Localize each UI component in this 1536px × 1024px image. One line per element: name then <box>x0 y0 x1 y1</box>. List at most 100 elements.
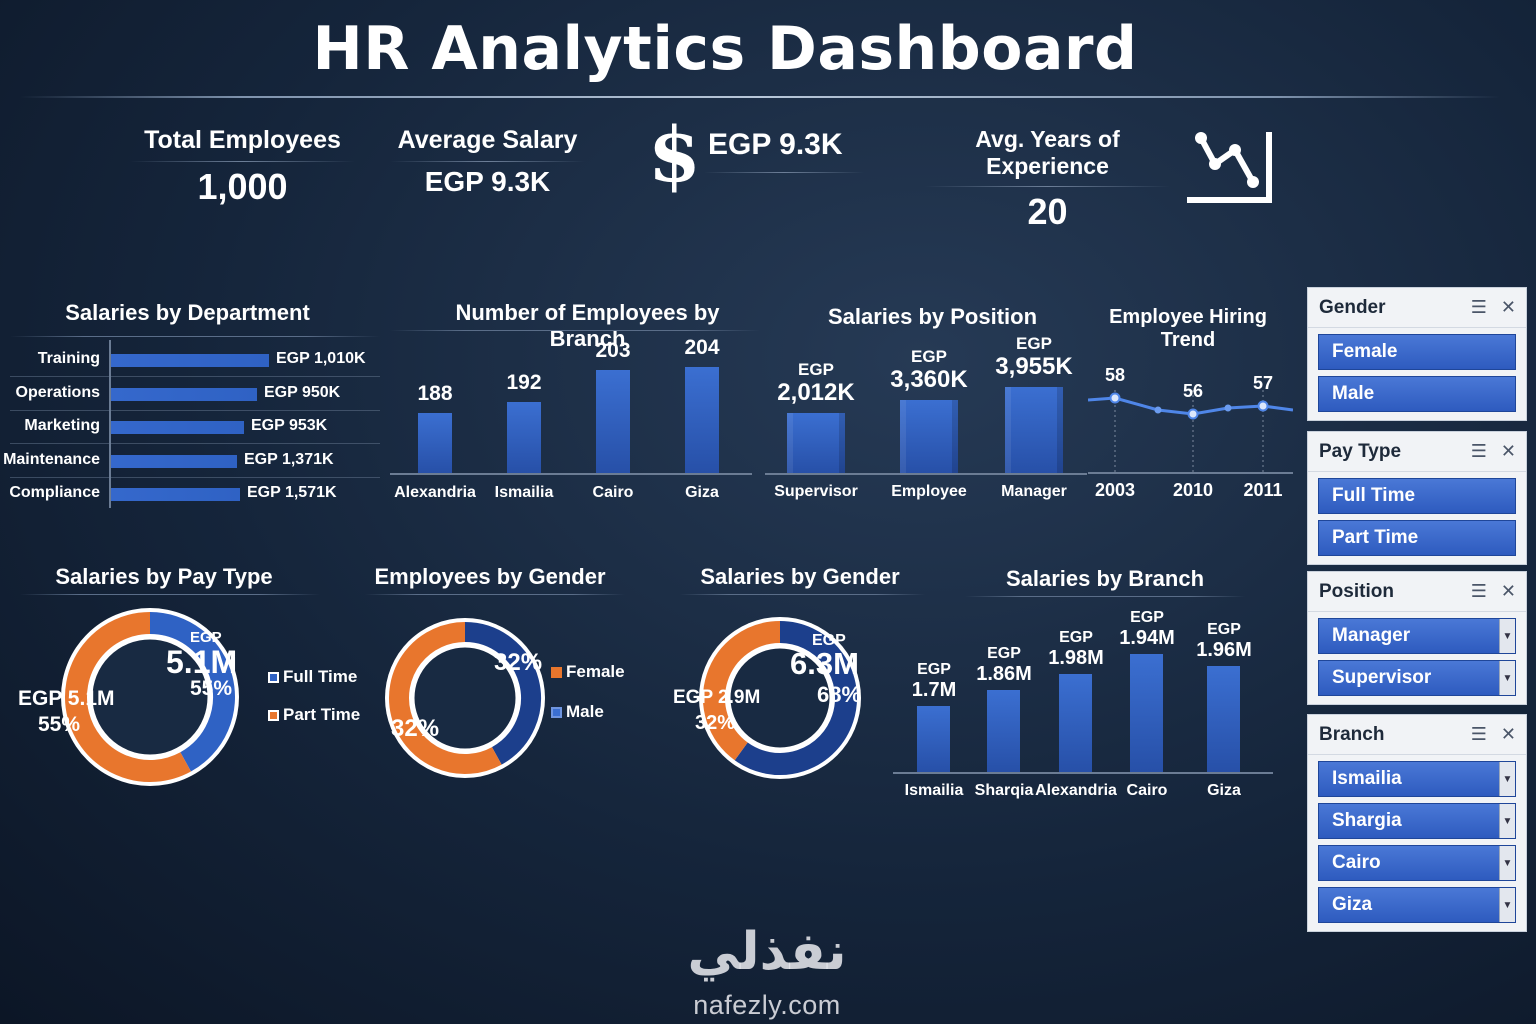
donut-label-value: 6.3M <box>790 646 859 681</box>
pay-type-donut <box>61 608 239 786</box>
bar-value-label: 3,360K <box>890 365 968 393</box>
bar-value-label: 2,012K <box>777 379 855 406</box>
donut-inner-ring <box>411 644 519 752</box>
slicer-item-manager[interactable]: Manager ▼ <box>1318 618 1516 654</box>
donut-segment <box>389 622 502 774</box>
x-tick-label: Ismailia <box>904 782 964 799</box>
axis-line <box>109 340 111 508</box>
point-value-label: 56 <box>1182 381 1204 401</box>
kpi-label: Average Salary <box>397 126 578 154</box>
trend-line-svg <box>1088 390 1293 474</box>
section-title: Employees by Gender <box>374 564 606 589</box>
donut-label-percent: 32% <box>391 715 440 742</box>
clear-filter-icon[interactable]: ✕ <box>1500 297 1516 317</box>
bar-value-currency: EGP <box>911 346 947 366</box>
slicer-item-label: Giza <box>1332 894 1373 915</box>
donut-segment <box>65 612 191 782</box>
slicer-item-male[interactable]: Male <box>1318 376 1516 412</box>
bar <box>111 421 244 434</box>
watermark-arabic: نفذلي <box>687 922 847 982</box>
x-tick-label: Manager <box>1001 483 1067 500</box>
slicer-position: Position ☰ ✕ Manager ▼ Supervisor ▼ <box>1307 571 1527 705</box>
slicer-item-label: Full Time <box>1332 485 1416 506</box>
kpi-label: Avg. Years of Experience <box>975 126 1120 179</box>
multi-select-icon[interactable]: ☰ <box>1470 441 1487 461</box>
donut-segment <box>149 612 235 772</box>
slicer-item-shargia[interactable]: Shargia ▼ <box>1318 803 1516 839</box>
bar-value-label: 1.7M <box>911 679 957 701</box>
slicer-title: Branch <box>1319 723 1385 745</box>
slicer-item-giza[interactable]: Giza ▼ <box>1318 887 1516 923</box>
x-tick-label: Supervisor <box>774 483 858 500</box>
kpi-divider <box>704 172 864 173</box>
bar <box>917 706 950 772</box>
dollar-icon: $ <box>648 110 701 199</box>
bar-value-currency: EGP <box>1016 334 1052 353</box>
bar-value-label: 1.96M <box>1196 639 1252 661</box>
kpi-total-employees: Total Employees 1,000 <box>120 126 365 208</box>
kpi-divider <box>390 161 585 162</box>
bar-value-label: EGP 1,010K <box>276 350 366 367</box>
bar-value-currency: EGP <box>987 645 1021 662</box>
chevron-down-icon[interactable]: ▼ <box>1499 888 1515 922</box>
x-tick-label: Cairo <box>1126 782 1168 799</box>
chevron-down-icon[interactable]: ▼ <box>1499 661 1515 695</box>
slicer-item-cairo[interactable]: Cairo ▼ <box>1318 845 1516 881</box>
legend-swatch <box>268 672 279 683</box>
x-tick-label: 2011 <box>1243 480 1283 500</box>
slicer-item-supervisor[interactable]: Supervisor ▼ <box>1318 660 1516 696</box>
bar <box>111 488 240 501</box>
kpi-label: Total Employees <box>144 126 341 154</box>
trend-point <box>1187 408 1199 420</box>
kpi-value: EGP 9.3K <box>708 128 843 161</box>
bar-value-currency: EGP <box>917 661 951 678</box>
slicer-item-female[interactable]: Female <box>1318 334 1516 370</box>
bar-value-label: 188 <box>417 382 453 405</box>
salaries-gender-donut <box>699 617 861 779</box>
bar <box>1130 654 1163 772</box>
x-tick-label: Ismailia <box>494 484 554 501</box>
kpi-value: EGP 9.3K <box>424 166 551 197</box>
chevron-down-icon[interactable]: ▼ <box>1499 804 1515 838</box>
clear-filter-icon[interactable]: ✕ <box>1500 724 1516 744</box>
x-tick-label: Alexandria <box>394 484 476 501</box>
legend-label: Male <box>566 702 604 721</box>
bar-value-label: 204 <box>684 336 720 359</box>
multi-select-icon[interactable]: ☰ <box>1470 297 1487 317</box>
kpi-average-salary: Average Salary EGP 9.3K <box>380 126 595 198</box>
bar-value-label: 1.86M <box>976 663 1032 685</box>
legend-label: Full Time <box>283 667 358 686</box>
chevron-down-icon[interactable]: ▼ <box>1499 846 1515 880</box>
kpi-avg-experience: Avg. Years of Experience 20 <box>915 126 1180 233</box>
multi-select-icon[interactable]: ☰ <box>1470 724 1487 744</box>
row-divider <box>10 443 380 444</box>
salaries-by-branch-chart: EGP 1.7M Ismailia EGP 1.86M Sharqia EGP 1.98M Al… <box>893 600 1273 810</box>
employees-by-branch-chart: 188 Alexandria 192 Ismailia 203 Cairo 204 Giza <box>390 335 752 510</box>
slicer-item-part-time[interactable]: Part Time <box>1318 520 1516 556</box>
legend-label: Female <box>566 662 625 681</box>
legend-swatch <box>268 710 279 721</box>
clear-filter-icon[interactable]: ✕ <box>1500 581 1516 601</box>
bar <box>507 401 541 473</box>
bar <box>418 413 452 473</box>
bar <box>1005 387 1063 473</box>
donut-label-percent: 68% <box>817 682 862 707</box>
kpi-divider <box>130 161 355 162</box>
kpi-divider <box>925 186 1170 187</box>
slicer-item-full-time[interactable]: Full Time <box>1318 478 1516 514</box>
clear-filter-icon[interactable]: ✕ <box>1500 441 1516 461</box>
multi-select-icon[interactable]: ☰ <box>1470 581 1487 601</box>
slicer-title: Pay Type <box>1319 440 1402 462</box>
chevron-down-icon[interactable]: ▼ <box>1499 762 1515 796</box>
slicer-branch: Branch ☰ ✕ Ismailia ▼ Shargia ▼ Cairo ▼ Giza ▼ <box>1307 714 1527 932</box>
slicer-header-icons: ☰ ✕ <box>1471 724 1516 745</box>
bar <box>1207 666 1240 772</box>
legend-item: Full Time <box>268 667 357 687</box>
section-divider <box>965 596 1245 597</box>
point-value-label: 57 <box>1252 373 1274 393</box>
bar <box>111 354 269 367</box>
slicer-item-label: Supervisor <box>1332 667 1432 688</box>
slicer-item-ismailia[interactable]: Ismailia ▼ <box>1318 761 1516 797</box>
bar <box>685 367 719 473</box>
chevron-down-icon[interactable]: ▼ <box>1499 619 1515 653</box>
